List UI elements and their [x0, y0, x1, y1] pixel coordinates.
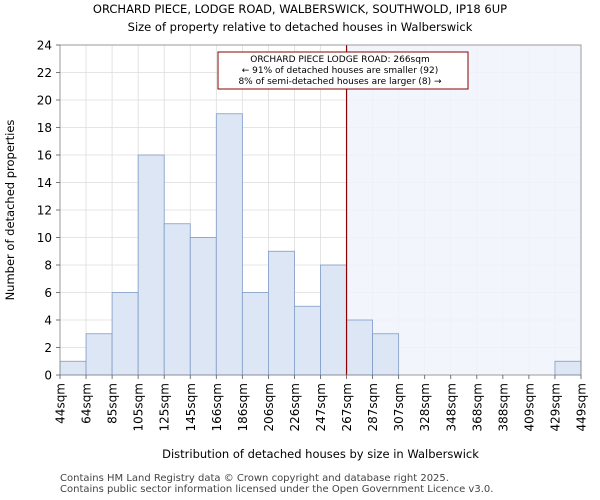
y-tick-label: 14	[37, 176, 52, 190]
bar	[294, 305, 321, 376]
footer-copyright: Contains HM Land Registry data © Crown c…	[60, 473, 449, 484]
annotation-line-2: ← 91% of detached houses are smaller (92…	[242, 66, 439, 76]
bars	[59, 113, 582, 376]
chart-title: ORCHARD PIECE, LODGE ROAD, WALBERSWICK, …	[93, 2, 507, 16]
x-tick-label: 125sqm	[158, 383, 172, 431]
x-tick-label: 348sqm	[444, 383, 458, 431]
bar	[59, 360, 87, 376]
x-tick-label: 186sqm	[236, 383, 250, 431]
x-tick-label: 44sqm	[54, 383, 68, 424]
bar	[267, 250, 295, 376]
bar	[241, 292, 269, 376]
x-tick-label: 449sqm	[575, 383, 589, 431]
x-tick-label: 307sqm	[392, 383, 406, 431]
bar	[554, 360, 582, 376]
x-tick-label: 206sqm	[262, 383, 276, 431]
x-tick-label: 368sqm	[470, 383, 484, 431]
larger-region-shade	[346, 45, 581, 375]
x-tick-label: 409sqm	[522, 383, 536, 431]
bar	[346, 319, 373, 376]
y-tick-label: 2	[44, 341, 52, 355]
x-tick-label: 226sqm	[288, 383, 302, 431]
chart: ORCHARD PIECE, LODGE ROAD, WALBERSWICK, …	[3, 2, 589, 461]
bar	[85, 333, 113, 376]
x-tick-label: 85sqm	[106, 383, 120, 424]
bar	[189, 237, 217, 376]
bar	[372, 333, 400, 376]
y-tick-label: 6	[44, 286, 52, 300]
x-tick-label: 145sqm	[184, 383, 198, 431]
bar	[163, 223, 191, 376]
y-axis-label: Number of detached properties	[3, 120, 17, 301]
bar	[215, 113, 243, 376]
bar	[320, 264, 347, 376]
x-tick-label: 287sqm	[366, 383, 380, 431]
y-tick-label: 18	[37, 121, 52, 135]
annotation-box: ORCHARD PIECE LODGE ROAD: 266sqm ← 91% o…	[217, 51, 469, 90]
footer-licence: Contains public sector information licen…	[60, 484, 494, 495]
y-tick-label: 20	[37, 94, 52, 108]
y-tick-label: 22	[37, 66, 52, 80]
y-tick-label: 0	[44, 369, 52, 383]
bar	[137, 154, 165, 376]
y-tick-label: 8	[44, 259, 52, 273]
bar	[111, 292, 139, 376]
chart-subtitle: Size of property relative to detached ho…	[128, 20, 473, 34]
annotation-line-1: ORCHARD PIECE LODGE ROAD: 266sqm	[250, 55, 429, 65]
x-axis-ticks: 44sqm 64sqm 85sqm 105sqm 125sqm 145sqm 166sqm 1…	[54, 375, 589, 431]
x-tick-label: 64sqm	[80, 383, 94, 424]
y-tick-label: 10	[37, 231, 52, 245]
annotation-border	[217, 51, 469, 90]
y-tick-label: 24	[37, 39, 52, 53]
x-tick-label: 166sqm	[210, 383, 224, 431]
x-tick-label: 247sqm	[314, 383, 328, 431]
x-tick-label: 429sqm	[548, 383, 562, 431]
x-tick-label: 105sqm	[132, 383, 146, 431]
x-axis-label: Distribution of detached houses by size …	[162, 447, 479, 461]
y-tick-label: 12	[37, 204, 52, 218]
x-tick-label: 328sqm	[418, 383, 432, 431]
annotation-line-3: 8% of semi-detached houses are larger (8…	[238, 77, 442, 87]
y-tick-label: 4	[44, 314, 52, 328]
x-tick-label: 267sqm	[340, 383, 354, 431]
x-tick-label: 388sqm	[496, 383, 510, 431]
y-tick-label: 16	[37, 149, 52, 163]
